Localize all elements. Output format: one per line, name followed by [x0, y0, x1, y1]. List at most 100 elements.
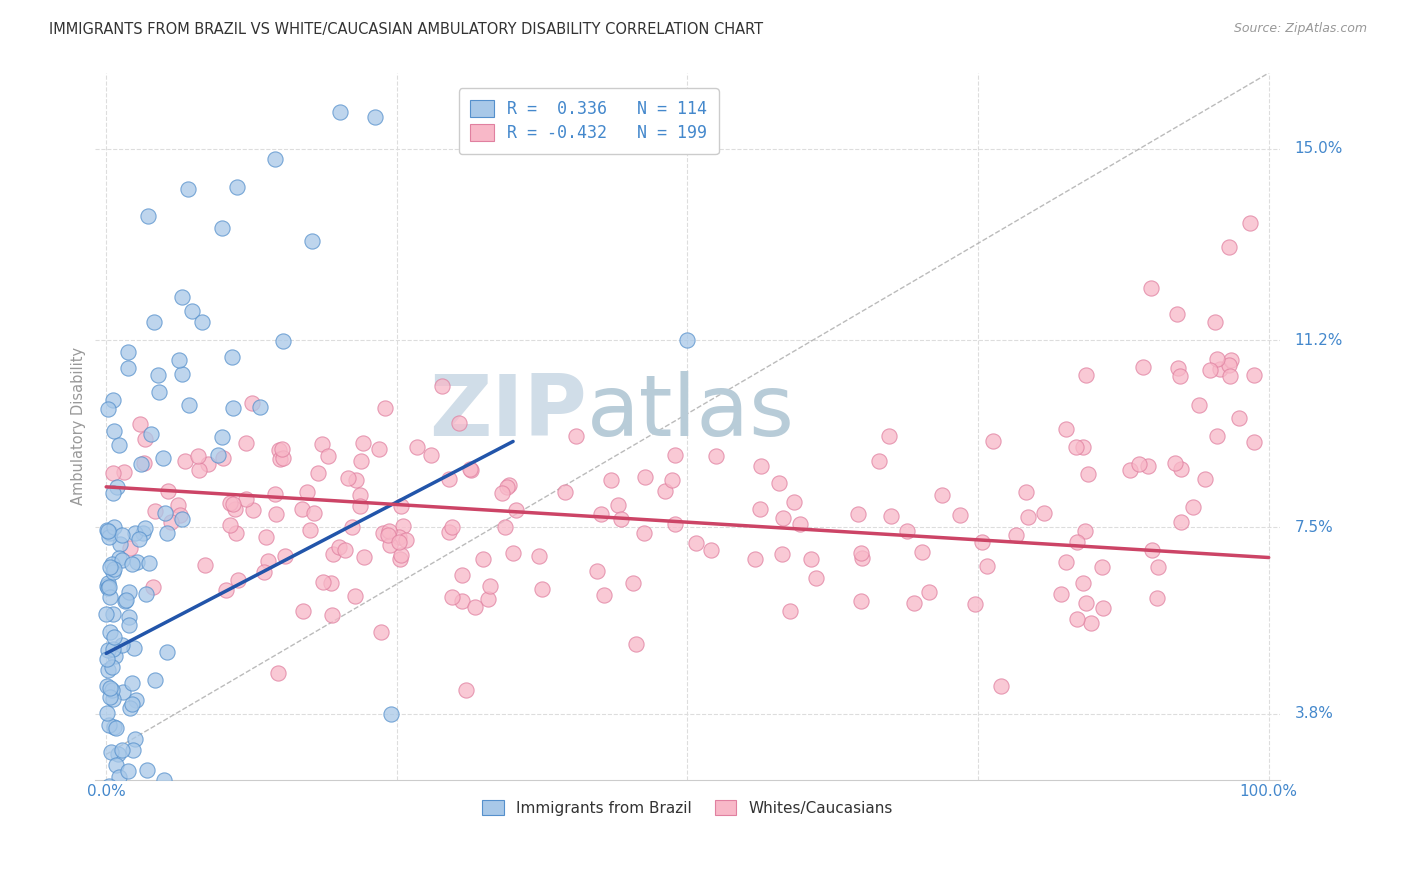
- Point: [599, 474, 621, 488]
- Point: [270, 442, 292, 457]
- Point: [103, 720, 125, 734]
- Point: [191, 315, 214, 329]
- Point: [1015, 484, 1038, 499]
- Point: [187, 449, 209, 463]
- Point: [222, 497, 245, 511]
- Point: [502, 546, 524, 560]
- Point: [142, 580, 165, 594]
- Point: [271, 450, 294, 465]
- Text: 15.0%: 15.0%: [1295, 141, 1343, 156]
- Point: [98, 525, 121, 540]
- Point: [1218, 240, 1240, 254]
- Point: [111, 528, 134, 542]
- Point: [128, 533, 150, 547]
- Point: [340, 519, 363, 533]
- Point: [117, 345, 139, 359]
- Point: [121, 557, 143, 571]
- Point: [122, 743, 145, 757]
- Point: [800, 552, 823, 566]
- Point: [389, 500, 412, 514]
- Point: [124, 732, 146, 747]
- Point: [868, 453, 890, 467]
- Point: [1227, 411, 1250, 425]
- Point: [301, 234, 323, 248]
- Point: [451, 568, 474, 582]
- Point: [316, 449, 339, 463]
- Point: [389, 551, 412, 566]
- Point: [207, 448, 229, 462]
- Point: [1140, 543, 1163, 558]
- Point: [319, 576, 342, 591]
- Point: [364, 111, 387, 125]
- Point: [115, 592, 138, 607]
- Point: [124, 640, 146, 655]
- Point: [350, 454, 373, 468]
- Text: IMMIGRANTS FROM BRAZIL VS WHITE/CAUCASIAN AMBULATORY DISABILITY CORRELATION CHAR: IMMIGRANTS FROM BRAZIL VS WHITE/CAUCASIA…: [49, 22, 763, 37]
- Point: [107, 747, 129, 761]
- Point: [166, 499, 188, 513]
- Point: [322, 547, 344, 561]
- Point: [118, 618, 141, 632]
- Point: [661, 473, 683, 487]
- Point: [98, 590, 121, 604]
- Point: [249, 400, 271, 414]
- Point: [744, 551, 766, 566]
- Point: [211, 430, 233, 444]
- Point: [704, 449, 727, 463]
- Point: [664, 517, 686, 532]
- Point: [479, 579, 502, 593]
- Point: [494, 520, 516, 534]
- Point: [179, 399, 201, 413]
- Point: [101, 466, 124, 480]
- Point: [291, 502, 314, 516]
- Point: [1005, 528, 1028, 542]
- Point: [160, 516, 183, 530]
- Point: [498, 478, 520, 492]
- Point: [367, 442, 389, 456]
- Point: [1167, 360, 1189, 375]
- Point: [211, 450, 233, 465]
- Point: [139, 427, 162, 442]
- Point: [136, 209, 159, 223]
- Point: [97, 576, 120, 591]
- Point: [101, 557, 124, 571]
- Point: [118, 610, 141, 624]
- Point: [505, 503, 527, 517]
- Point: [460, 463, 482, 477]
- Point: [949, 508, 972, 522]
- Point: [271, 334, 294, 348]
- Point: [352, 436, 374, 450]
- Point: [1137, 459, 1160, 474]
- Point: [269, 443, 291, 458]
- Text: atlas: atlas: [586, 371, 794, 454]
- Point: [98, 580, 121, 594]
- Point: [565, 428, 588, 442]
- Point: [103, 630, 125, 644]
- Point: [903, 596, 925, 610]
- Point: [529, 549, 551, 563]
- Point: [152, 450, 174, 465]
- Point: [97, 530, 120, 544]
- Point: [117, 764, 139, 778]
- Point: [633, 526, 655, 541]
- Point: [221, 350, 243, 364]
- Point: [621, 576, 644, 591]
- Point: [664, 448, 686, 462]
- Point: [370, 625, 392, 640]
- Text: 7.5%: 7.5%: [1295, 520, 1333, 534]
- Point: [965, 597, 987, 611]
- Point: [1076, 368, 1098, 382]
- Point: [456, 682, 478, 697]
- Point: [849, 594, 872, 608]
- Point: [337, 471, 360, 485]
- Point: [343, 589, 366, 603]
- Point: [176, 182, 198, 196]
- Point: [981, 434, 1004, 448]
- Point: [96, 523, 118, 537]
- Point: [491, 485, 513, 500]
- Point: [374, 401, 396, 415]
- Point: [419, 448, 441, 462]
- Point: [1017, 509, 1039, 524]
- Text: ZIP: ZIP: [429, 371, 586, 454]
- Point: [1168, 369, 1191, 384]
